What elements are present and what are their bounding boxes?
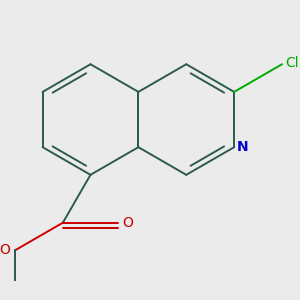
Text: O: O [122,216,134,230]
Text: Cl: Cl [286,56,299,70]
Text: N: N [236,140,248,154]
Text: O: O [0,243,11,257]
